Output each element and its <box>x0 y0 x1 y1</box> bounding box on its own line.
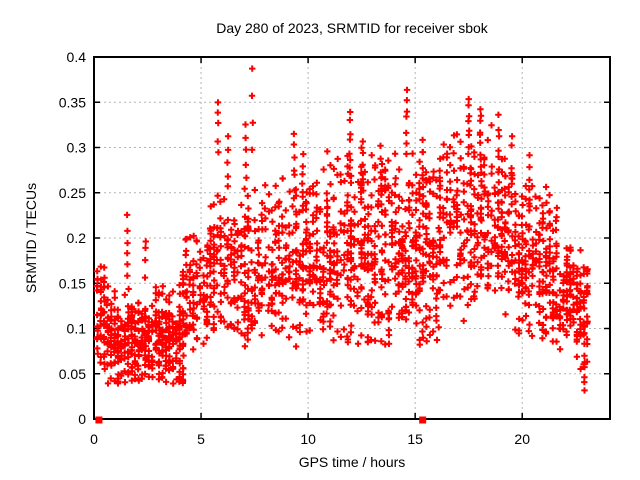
y-tick-label: 0 <box>78 411 86 427</box>
y-tick-label: 0.15 <box>59 275 86 291</box>
y-tick-label: 0.1 <box>67 321 87 337</box>
x-tick-label: 0 <box>90 431 98 447</box>
x-axis-label: GPS time / hours <box>299 454 406 470</box>
x-tick-label: 15 <box>407 431 423 447</box>
x-tick-label: 20 <box>514 431 530 447</box>
y-tick-label: 0.35 <box>59 94 86 110</box>
y-tick-label: 0.05 <box>59 366 86 382</box>
x-tick-label: 5 <box>197 431 205 447</box>
x-tick-label: 10 <box>300 431 316 447</box>
y-tick-label: 0.3 <box>67 140 87 156</box>
y-tick-label: 0.4 <box>67 49 87 65</box>
plot-border <box>93 56 611 420</box>
plot-area: 0 5 10 15 20 0 0.05 0.1 0.15 0.2 0.25 0.3 0.35 0.4 <box>59 49 611 447</box>
y-tick-label: 0.25 <box>59 185 86 201</box>
y-tick-label: 0.2 <box>67 230 87 246</box>
zero-marker-square <box>95 416 103 424</box>
zero-marker-square <box>419 416 427 424</box>
scatter-points <box>93 65 591 394</box>
y-axis-label: SRMTID / TECUs <box>23 183 39 293</box>
chart-title: Day 280 of 2023, SRMTID for receiver sbo… <box>216 20 489 36</box>
